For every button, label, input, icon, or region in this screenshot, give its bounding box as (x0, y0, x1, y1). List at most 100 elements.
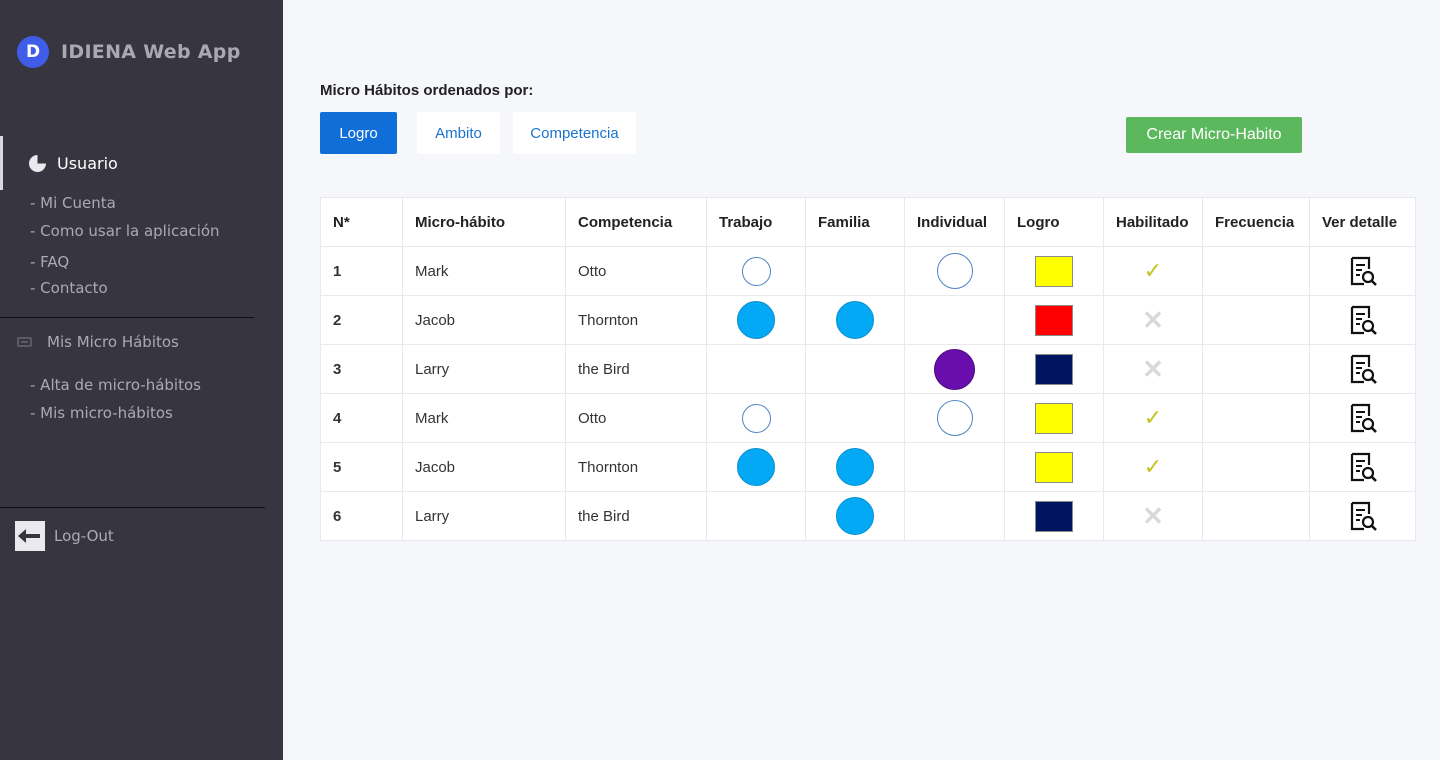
filled-circle-indicator (836, 497, 874, 535)
header-ver-detalle: Ver detalle (1309, 197, 1416, 247)
cell-micro-habito: Mark (402, 246, 566, 296)
header-logro: Logro (1004, 197, 1104, 247)
cell-competencia: Otto (565, 393, 707, 443)
filled-circle-indicator (737, 448, 775, 486)
cell-trabajo (706, 393, 806, 443)
sidebar-section-label: Usuario (57, 154, 118, 173)
cell-frecuencia (1202, 393, 1310, 443)
sidebar-section-label: Mis Micro Hábitos (47, 333, 179, 351)
tab-logro[interactable]: Logro (320, 112, 397, 154)
cell-familia (805, 491, 905, 541)
logro-color-swatch (1035, 255, 1073, 287)
sidebar-section-mis-micro-habitos[interactable]: Mis Micro Hábitos (17, 333, 179, 351)
cell-number: 5 (320, 442, 403, 492)
cell-competencia: the Bird (565, 491, 707, 541)
tab-ambito[interactable]: Ambito (417, 112, 500, 154)
check-icon: ✓ (1143, 405, 1163, 430)
cell-number: 1 (320, 246, 403, 296)
filled-circle-indicator (836, 301, 874, 339)
table-row[interactable]: 2 Jacob Thornton ✕ (320, 295, 1416, 345)
filled-circle-indicator (836, 448, 874, 486)
cell-logro (1004, 344, 1104, 394)
document-search-icon[interactable] (1347, 255, 1379, 287)
header-habilitado: Habilitado (1103, 197, 1203, 247)
cell-competencia: Otto (565, 246, 707, 296)
logro-color-swatch (1035, 353, 1073, 385)
sidebar-item-faq[interactable]: - FAQ (30, 253, 70, 271)
cell-competencia: Thornton (565, 295, 707, 345)
cross-icon: ✕ (1142, 501, 1164, 531)
cell-trabajo (706, 344, 806, 394)
cell-habilitado: ✕ (1103, 295, 1203, 345)
cell-ver-detalle (1309, 344, 1416, 394)
cell-habilitado: ✓ (1103, 393, 1203, 443)
cell-micro-habito: Larry (402, 491, 566, 541)
cell-frecuencia (1202, 344, 1310, 394)
check-icon: ✓ (1143, 258, 1163, 283)
check-icon: ✓ (1143, 454, 1163, 479)
empty-circle-indicator (936, 253, 973, 289)
logro-color-swatch (1035, 451, 1073, 483)
document-search-icon[interactable] (1347, 402, 1379, 434)
document-search-icon[interactable] (1347, 500, 1379, 532)
empty-circle-indicator (936, 400, 973, 436)
header-n: N* (320, 197, 403, 247)
sidebar-item-mis-micro-habitos[interactable]: - Mis micro-hábitos (30, 404, 173, 422)
header-micro-habito: Micro-hábito (402, 197, 566, 247)
cell-individual (904, 246, 1005, 296)
table-row[interactable]: 5 Jacob Thornton ✓ (320, 442, 1416, 492)
cell-logro (1004, 246, 1104, 296)
logro-color-swatch (1035, 304, 1073, 336)
cell-individual (904, 393, 1005, 443)
logro-color-swatch (1035, 500, 1073, 532)
cell-frecuencia (1202, 246, 1310, 296)
cell-competencia: the Bird (565, 344, 707, 394)
sidebar-section-usuario[interactable]: Usuario (0, 136, 283, 190)
brand-name: IDIENA Web App (61, 41, 241, 63)
cell-competencia: Thornton (565, 442, 707, 492)
cell-individual (904, 442, 1005, 492)
sidebar-item-mi-cuenta[interactable]: - Mi Cuenta (30, 194, 116, 212)
cell-number: 3 (320, 344, 403, 394)
table-row[interactable]: 6 Larry the Bird ✕ (320, 491, 1416, 541)
logout-button[interactable]: Log-Out (15, 521, 114, 551)
cell-number: 2 (320, 295, 403, 345)
cell-frecuencia (1202, 491, 1310, 541)
cross-icon: ✕ (1142, 354, 1164, 384)
sidebar-item-contacto[interactable]: - Contacto (30, 279, 108, 297)
document-search-icon[interactable] (1347, 451, 1379, 483)
cell-ver-detalle (1309, 442, 1416, 492)
header-trabajo: Trabajo (706, 197, 806, 247)
filled-circle-indicator (737, 301, 775, 339)
filled-circle-indicator (934, 348, 975, 390)
table-row[interactable]: 1 Mark Otto ✓ (320, 246, 1416, 296)
create-micro-habit-button[interactable]: Crear Micro-Habito (1126, 117, 1302, 153)
sidebar-item-como-usar[interactable]: - Como usar la aplicación (30, 222, 220, 240)
table-row[interactable]: 3 Larry the Bird ✕ (320, 344, 1416, 394)
cell-micro-habito: Jacob (402, 295, 566, 345)
header-competencia: Competencia (565, 197, 707, 247)
cell-ver-detalle (1309, 393, 1416, 443)
pie-chart-icon (29, 155, 46, 172)
document-search-icon[interactable] (1347, 304, 1379, 336)
cell-number: 4 (320, 393, 403, 443)
cell-trabajo (706, 442, 806, 492)
cell-habilitado: ✓ (1103, 442, 1203, 492)
cell-micro-habito: Jacob (402, 442, 566, 492)
cell-familia (805, 344, 905, 394)
cell-familia (805, 246, 905, 296)
sidebar-item-alta[interactable]: - Alta de micro-hábitos (30, 376, 201, 394)
cell-logro (1004, 393, 1104, 443)
cell-familia (805, 295, 905, 345)
header-frecuencia: Frecuencia (1202, 197, 1310, 247)
logro-color-swatch (1035, 402, 1073, 434)
document-search-icon[interactable] (1347, 353, 1379, 385)
cell-habilitado: ✓ (1103, 246, 1203, 296)
tab-competencia[interactable]: Competencia (513, 112, 636, 154)
sidebar-divider (0, 317, 254, 318)
cross-icon: ✕ (1142, 305, 1164, 335)
table-row[interactable]: 4 Mark Otto ✓ (320, 393, 1416, 443)
brand[interactable]: D IDIENA Web App (17, 36, 241, 68)
cell-habilitado: ✕ (1103, 491, 1203, 541)
logout-icon (15, 521, 45, 551)
